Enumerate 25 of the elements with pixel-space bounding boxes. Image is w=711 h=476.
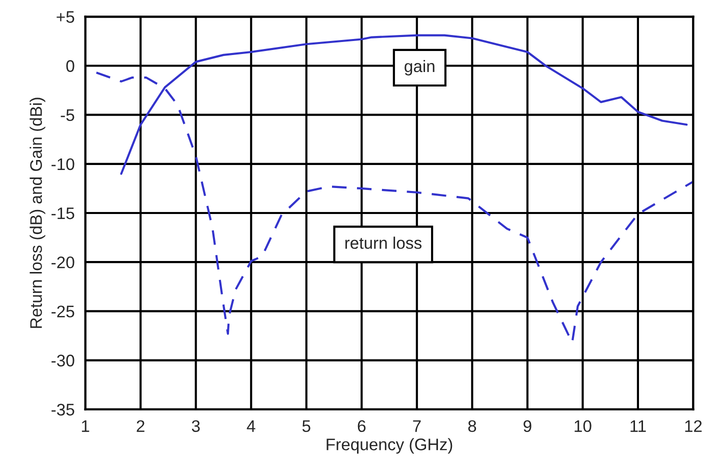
- y-tick-label: -5: [60, 109, 74, 122]
- x-tick-label: 7: [413, 420, 421, 432]
- y-tick-label: +5: [56, 11, 74, 23]
- y-tick-label: -10: [52, 158, 74, 170]
- y-tick-label: -30: [52, 354, 74, 366]
- x-tick-label: 4: [246, 420, 256, 432]
- x-tick-label: 5: [302, 420, 310, 432]
- text: return loss: [345, 236, 422, 249]
- y-tick-label: 0: [66, 60, 74, 72]
- x-tick-label: 10: [574, 420, 592, 432]
- x-tick-label: 3: [192, 420, 200, 432]
- x-tick-label: 11: [630, 420, 646, 432]
- series-label: gain: [404, 60, 434, 76]
- y-axis-title: Return loss (dB) and Gain (dBi): [30, 98, 46, 328]
- x-tick-label: 9: [524, 420, 532, 432]
- y-tick-label: -15: [52, 208, 74, 220]
- x-tick-label: 1: [82, 420, 90, 432]
- y-tick-label: -35: [52, 404, 74, 416]
- x-axis-title: Frequency (GHz): [326, 438, 452, 454]
- x-tick-label: 12: [685, 420, 702, 432]
- x-tick-label: 2: [136, 420, 144, 432]
- y-tick-label: -20: [52, 256, 74, 268]
- y-tick-label: -25: [52, 306, 74, 318]
- x-tick-label: 8: [468, 420, 476, 432]
- x-tick-label: 6: [358, 420, 366, 432]
